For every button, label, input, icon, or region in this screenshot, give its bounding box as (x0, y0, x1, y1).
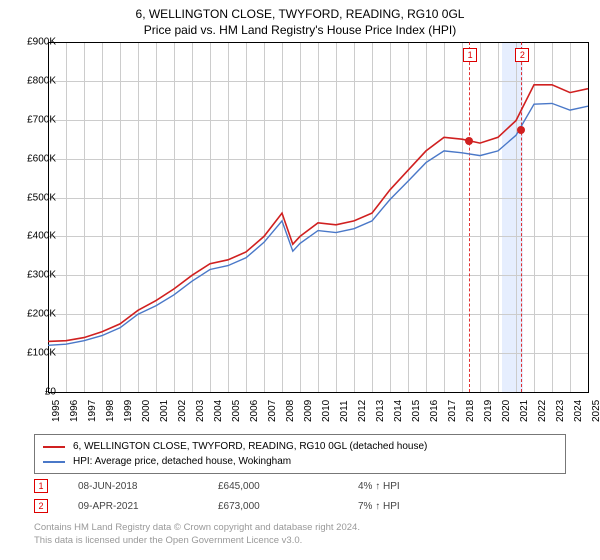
grid-line (48, 392, 588, 393)
x-axis-label: 2022 (537, 400, 548, 422)
series-svg (48, 42, 588, 392)
tx-date: 09-APR-2021 (78, 501, 188, 512)
legend-row: 6, WELLINGTON CLOSE, TWYFORD, READING, R… (43, 439, 557, 454)
x-axis-label: 2025 (591, 400, 600, 422)
sale-marker-dot (465, 137, 473, 145)
x-axis-label: 2023 (555, 400, 566, 422)
tx-diff: 4% ↑ HPI (358, 481, 498, 492)
y-axis-label: £300K (10, 270, 56, 281)
y-axis-label: £800K (10, 75, 56, 86)
x-axis-label: 2001 (159, 400, 170, 422)
x-axis-label: 1999 (123, 400, 134, 422)
arrow-up-icon: ↑ (375, 501, 380, 512)
x-axis-label: 2016 (429, 400, 440, 422)
x-axis-label: 2008 (285, 400, 296, 422)
transactions-table: 1 08-JUN-2018 £645,000 4% ↑ HPI 2 09-APR… (34, 476, 566, 516)
x-axis-label: 2003 (195, 400, 206, 422)
x-axis-label: 1995 (51, 400, 62, 422)
footnote-line: This data is licensed under the Open Gov… (34, 535, 302, 546)
title-line2: Price paid vs. HM Land Registry's House … (144, 23, 456, 37)
footnote-line: Contains HM Land Registry data © Crown c… (34, 522, 360, 533)
x-axis-label: 2017 (447, 400, 458, 422)
sale-marker-dot (517, 126, 525, 134)
legend-swatch (43, 446, 65, 448)
tx-price: £645,000 (218, 481, 328, 492)
y-axis-label: £700K (10, 114, 56, 125)
chart-container: 6, WELLINGTON CLOSE, TWYFORD, READING, R… (0, 0, 600, 560)
x-axis-label: 2014 (393, 400, 404, 422)
tx-price: £673,000 (218, 501, 328, 512)
legend-label: HPI: Average price, detached house, Woki… (73, 454, 291, 469)
tx-date: 08-JUN-2018 (78, 481, 188, 492)
chart-title: 6, WELLINGTON CLOSE, TWYFORD, READING, R… (0, 0, 600, 38)
y-axis-label: £200K (10, 309, 56, 320)
x-axis-label: 2006 (249, 400, 260, 422)
y-axis-label: £600K (10, 153, 56, 164)
x-axis-label: 2007 (267, 400, 278, 422)
x-axis-label: 2005 (231, 400, 242, 422)
tx-diff: 7% ↑ HPI (358, 501, 498, 512)
x-axis-label: 2021 (519, 400, 530, 422)
x-axis-label: 2012 (357, 400, 368, 422)
y-axis-label: £400K (10, 231, 56, 242)
x-axis-label: 2024 (573, 400, 584, 422)
table-row: 2 09-APR-2021 £673,000 7% ↑ HPI (34, 496, 566, 516)
footnote: Contains HM Land Registry data © Crown c… (34, 522, 566, 548)
x-axis-label: 1998 (105, 400, 116, 422)
grid-line (588, 42, 589, 392)
legend: 6, WELLINGTON CLOSE, TWYFORD, READING, R… (34, 434, 566, 474)
title-line1: 6, WELLINGTON CLOSE, TWYFORD, READING, R… (136, 7, 465, 21)
x-axis-label: 1996 (69, 400, 80, 422)
x-axis-label: 2010 (321, 400, 332, 422)
series-line-hpi (48, 103, 588, 345)
series-line-subject (48, 85, 588, 342)
marker-icon: 2 (34, 499, 48, 513)
y-axis-label: £900K (10, 37, 56, 48)
y-axis-label: £100K (10, 348, 56, 359)
x-axis-label: 2002 (177, 400, 188, 422)
y-axis-label: £0 (10, 387, 56, 398)
x-axis-label: 2011 (339, 400, 350, 422)
x-axis-label: 2013 (375, 400, 386, 422)
x-axis-label: 2020 (501, 400, 512, 422)
legend-row: HPI: Average price, detached house, Woki… (43, 454, 557, 469)
marker-icon: 1 (34, 479, 48, 493)
arrow-up-icon: ↑ (375, 481, 380, 492)
legend-swatch (43, 461, 65, 463)
legend-label: 6, WELLINGTON CLOSE, TWYFORD, READING, R… (73, 439, 427, 454)
x-axis-label: 2000 (141, 400, 152, 422)
plot-area: 12 (48, 42, 588, 392)
x-axis-label: 2015 (411, 400, 422, 422)
x-axis-label: 2019 (483, 400, 494, 422)
x-axis-label: 2009 (303, 400, 314, 422)
x-axis-label: 2018 (465, 400, 476, 422)
table-row: 1 08-JUN-2018 £645,000 4% ↑ HPI (34, 476, 566, 496)
x-axis-label: 2004 (213, 400, 224, 422)
y-axis-label: £500K (10, 192, 56, 203)
x-axis-label: 1997 (87, 400, 98, 422)
